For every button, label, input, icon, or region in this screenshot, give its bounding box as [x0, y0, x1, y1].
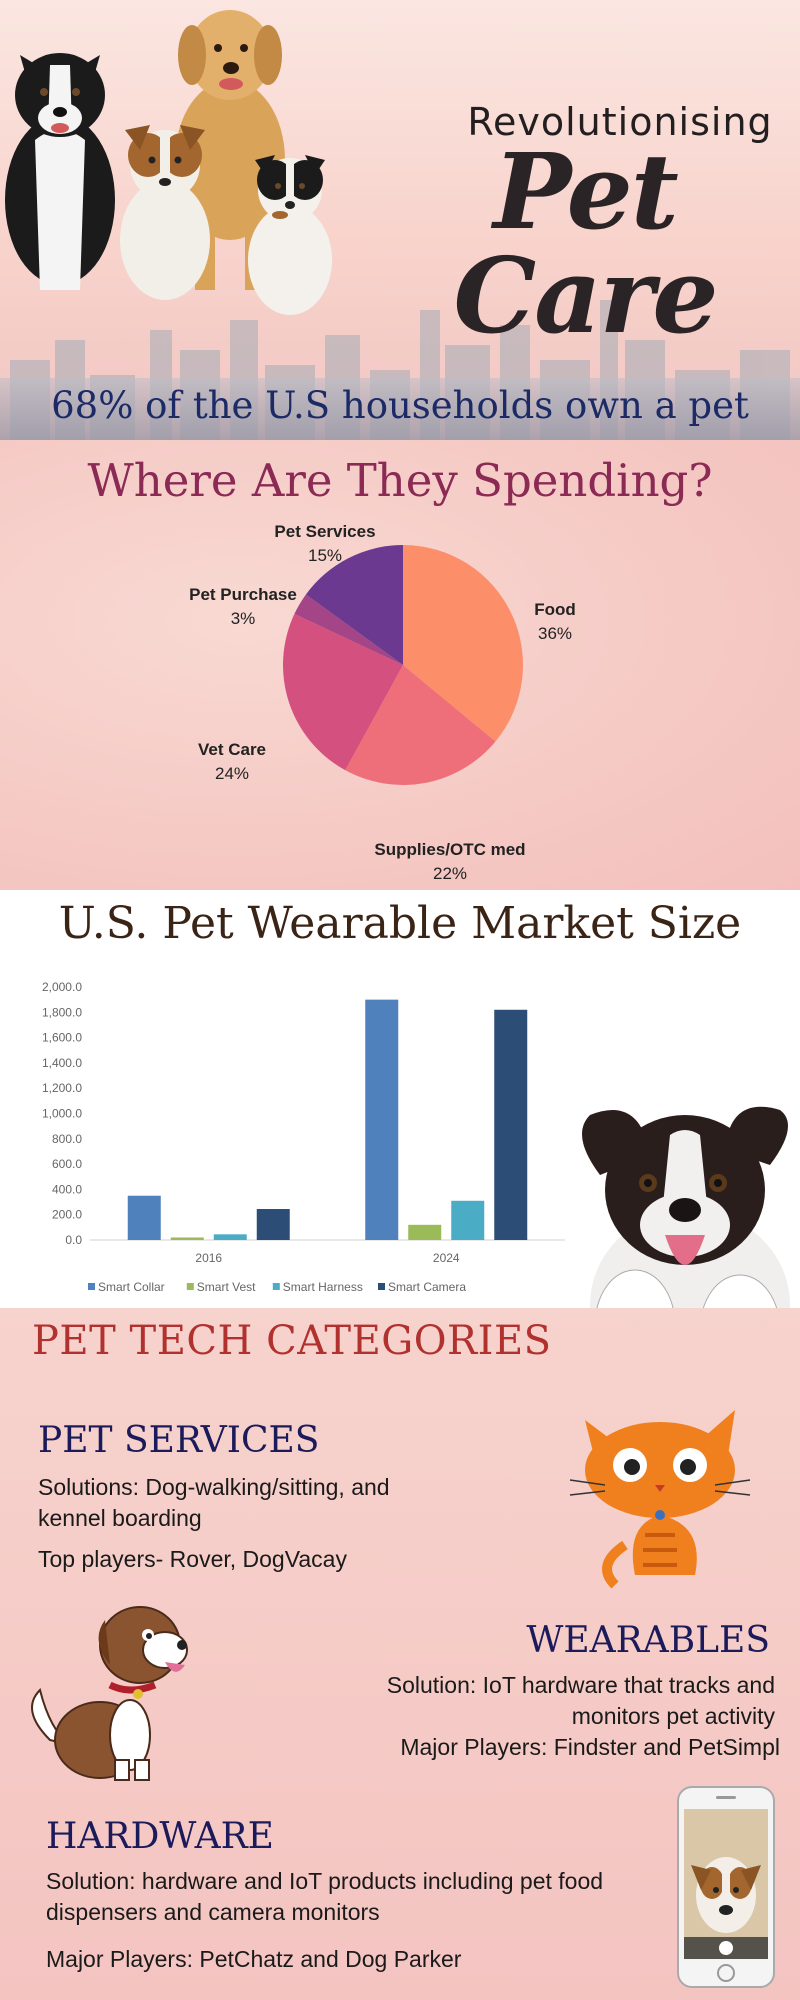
y-tick-label: 200.0: [52, 1208, 82, 1222]
bar-smart-camera-2024: [494, 1009, 528, 1240]
wearables-heading: WEARABLES: [526, 1620, 770, 1661]
services-players: Top players- Rover, DogVacay: [38, 1546, 347, 1572]
stat-banner: [0, 378, 800, 440]
bar-smart-vest-2016: [170, 1237, 204, 1240]
pie-label: Pet Services: [274, 522, 375, 541]
legend-label: Smart Harness: [283, 1280, 363, 1294]
legend-swatch: [88, 1283, 95, 1290]
services-solution: Solutions: Dog-walking/sitting, and kenn…: [38, 1474, 390, 1532]
pie-slice-pet-purchase: [294, 594, 403, 665]
bar-smart-collar-2024: [365, 999, 399, 1240]
pie-value-label: 36%: [538, 624, 572, 643]
wearables-solution: Solution: IoT hardware that tracks and m…: [386, 1672, 775, 1730]
hero-title: Pet Care: [453, 130, 718, 357]
pie-slice-food: [403, 545, 523, 742]
pie-label: Supplies/OTC med: [374, 840, 525, 859]
legend-swatch: [186, 1283, 194, 1290]
pie-value-label: 3%: [231, 609, 256, 628]
categories-title: PET TECH CATEGORIES: [32, 1318, 552, 1364]
legend-swatch: [272, 1283, 280, 1290]
legend-label: Smart Vest: [197, 1280, 256, 1294]
pie-slice-vet-care: [282, 613, 403, 771]
bar-smart-harness-2024: [451, 1200, 485, 1240]
hardware-players: Major Players: PetChatz and Dog Parker: [46, 1946, 462, 1972]
y-tick-label: 0.0: [65, 1233, 82, 1247]
bar-smart-vest-2024: [408, 1224, 442, 1240]
legend-swatch: [378, 1283, 385, 1290]
market-title: U.S. Pet Wearable Market Size: [58, 898, 742, 949]
pie-slice-pet-services: [305, 545, 403, 665]
y-tick-label: 2,000.0: [42, 980, 82, 994]
x-category-label: 2024: [433, 1251, 460, 1265]
pie-slice-supplies-otc-med: [345, 665, 496, 785]
pie-label: Food: [534, 600, 576, 619]
smartphone-camera-icon: [677, 1786, 775, 1988]
y-tick-label: 1,800.0: [42, 1005, 82, 1019]
y-tick-label: 400.0: [52, 1182, 82, 1196]
bar-smart-harness-2016: [213, 1234, 247, 1240]
y-tick-label: 1,600.0: [42, 1031, 82, 1045]
y-tick-label: 1,400.0: [42, 1056, 82, 1070]
bar-smart-camera-2016: [256, 1209, 290, 1240]
household-stat: 68% of the U.S households own a pet: [51, 384, 749, 427]
cartoon-cat-icon: [569, 1410, 751, 1589]
y-tick-label: 600.0: [52, 1157, 82, 1171]
legend-label: Smart Collar: [98, 1280, 165, 1294]
pie-label: Vet Care: [198, 740, 266, 759]
legend-label: Smart Camera: [388, 1280, 466, 1294]
spending-pie-chart: Food 36% Supplies/OTC med 22% Vet Care 24% Pet…: [189, 522, 576, 883]
spending-title: Where Are They Spending?: [87, 454, 713, 507]
hardware-solution: Solution: hardware and IoT products incl…: [46, 1868, 604, 1926]
y-tick-label: 1,200.0: [42, 1081, 82, 1095]
y-tick-label: 800.0: [52, 1132, 82, 1146]
pie-value-label: 15%: [308, 546, 342, 565]
x-category-label: 2016: [195, 1251, 222, 1265]
dogs-group-icon: [5, 10, 332, 315]
market-bar-chart: 0.0 200.0 400.0 600.0 800.0 1,000.0 1,200.0 1,4…: [42, 980, 565, 1294]
y-tick-label: 1,000.0: [42, 1107, 82, 1121]
pie-label: Pet Purchase: [189, 585, 297, 604]
pie-value-label: 22%: [433, 864, 467, 883]
wearables-players: Major Players: Findster and PetSimpl: [400, 1734, 780, 1760]
cartoon-dog-icon: [31, 1606, 188, 1781]
hardware-heading: HARDWARE: [46, 1816, 274, 1857]
hero-section: Revolutionising Pet Care 68% of the U.S …: [0, 0, 800, 440]
hero-subtitle: Revolutionising: [467, 100, 773, 144]
services-heading: PET SERVICES: [38, 1420, 320, 1461]
pie-value-label: 24%: [215, 764, 249, 783]
bar-smart-collar-2016: [127, 1195, 161, 1240]
